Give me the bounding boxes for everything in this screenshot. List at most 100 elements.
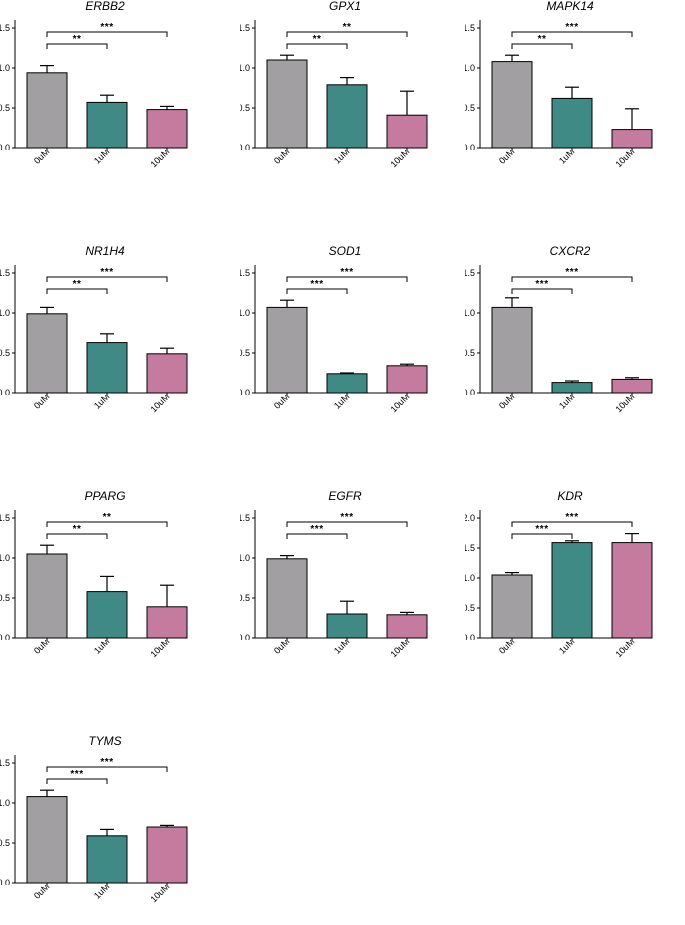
bar-0um [491,61,533,149]
significance-label: ** [73,524,82,535]
bar-10um [611,542,653,639]
significance-bracket [46,31,168,37]
significance-label: ** [313,34,322,45]
y-tick-label: 1.5 [465,23,475,33]
bar-1um [551,382,593,394]
x-tick-label: 10uM [148,640,171,659]
significance-bracket [511,521,633,527]
bar-10um [386,365,428,394]
chart-title: NR1H4 [85,245,125,258]
significance-bracket [511,288,573,294]
significance-bracket [46,778,108,784]
y-tick-label: 0.5 [240,593,250,603]
y-tick-label: 1.0 [465,308,475,318]
x-tick-label: 0uM [32,395,51,411]
significance-label: *** [565,512,578,523]
y-tick-label: 1.0 [465,63,475,73]
significance-label: *** [100,22,113,33]
significance-bracket [46,521,168,527]
x-tick-label: 0uM [497,395,516,411]
x-labels: 0uM 1uM 10uM [32,885,171,904]
x-tick-label: 1uM [332,395,351,411]
significance-label: *** [565,267,578,278]
bar-10um [386,614,428,639]
bar-10um [146,606,188,639]
x-tick-label: 1uM [332,640,351,656]
y-tick-label: 0.5 [465,348,475,358]
x-tick-label: 1uM [92,885,111,901]
x-tick-label: 10uM [613,640,636,659]
x-tick-label: 1uM [557,640,576,656]
y-tick-label: 0.5 [465,603,475,613]
y-tick-label: 0.0 [0,633,10,640]
x-tick-label: 1uM [92,640,111,656]
bar-10um [146,109,188,149]
y-tick-label: 1.5 [0,268,10,278]
y-tick-label: 1.5 [240,513,250,523]
significance-bracket [46,288,108,294]
bar-0um [26,553,68,639]
bar-0um [266,306,308,394]
bar-1um [551,97,593,149]
x-tick-label: 0uM [32,150,51,166]
bar-0um [491,574,533,639]
x-tick-label: 0uM [497,150,516,166]
chart-egfr: EGFR 0.0 0.5 1.0 1.5 *** *** [240,490,428,640]
significance-bracket [46,276,168,282]
y-tick-label: 1.0 [240,63,250,73]
significance-label: *** [70,769,83,780]
x-tick-label: 10uM [613,395,636,414]
bar-1um [326,84,368,149]
x-labels: 0uM 1uM 10uM [272,640,411,659]
significance-bracket [46,766,168,772]
x-tick-label: 0uM [32,640,51,656]
bar-1um [551,542,593,639]
chart-mapk14: MAPK140.00.51.01.5***** [465,0,653,150]
significance-bracket [286,43,348,49]
x-labels: 0uM 1uM 10uM [497,640,636,659]
x-labels: 0uM 1uM 10uM [32,395,171,414]
significance-label: ** [73,279,82,290]
chart-pparg: PPARG 0.0 0.5 1.0 1.5 ** ** [0,490,188,640]
bar-10um [146,826,188,884]
y-tick-label: 0.0 [240,143,250,150]
y-tick-label: 1.5 [0,758,10,768]
y-tick-label: 1.5 [0,513,10,523]
bar-10um [611,129,653,149]
bar-1um [86,342,128,394]
y-tick-label: 1.0 [240,553,250,563]
bar-1um [326,613,368,639]
chart-title: MAPK14 [546,0,594,13]
y-tick-label: 1.0 [0,798,10,808]
y-tick-label: 0.0 [240,633,250,640]
bar-0um [266,59,308,149]
y-tick-label: 0.0 [0,878,10,885]
bar-1um [86,591,128,639]
x-tick-label: 10uM [148,150,171,169]
bar-10um [146,353,188,394]
y-tick-label: 0.0 [0,143,10,150]
significance-bracket [286,521,408,527]
y-tick-label: 1.5 [465,543,475,553]
significance-bracket [511,43,573,49]
chart-cxcr2: CXCR2 0.0 0.5 1.0 1.5 *** *** [465,245,653,395]
x-labels: 0uM 1uM 10uM [272,395,411,414]
significance-label: *** [100,757,113,768]
x-tick-label: 0uM [497,640,516,656]
significance-label: *** [535,524,548,535]
y-tick-label: 2.0 [465,513,475,523]
x-labels: 0uM 1uM 10uM [497,395,636,414]
y-tick-label: 0.0 [465,388,475,395]
significance-bracket [511,31,633,37]
y-tick-label: 0.5 [0,593,10,603]
bar-1um [86,101,128,149]
y-tick-label: 0.5 [0,348,10,358]
x-tick-label: 0uM [272,640,291,656]
significance-label: ** [538,34,547,45]
bar-0um [26,313,68,394]
bar-0um [26,72,68,149]
significance-label: *** [340,267,353,278]
y-tick-label: 0.5 [240,348,250,358]
x-tick-label: 10uM [388,395,411,414]
chart-title: TYMS [88,735,121,748]
